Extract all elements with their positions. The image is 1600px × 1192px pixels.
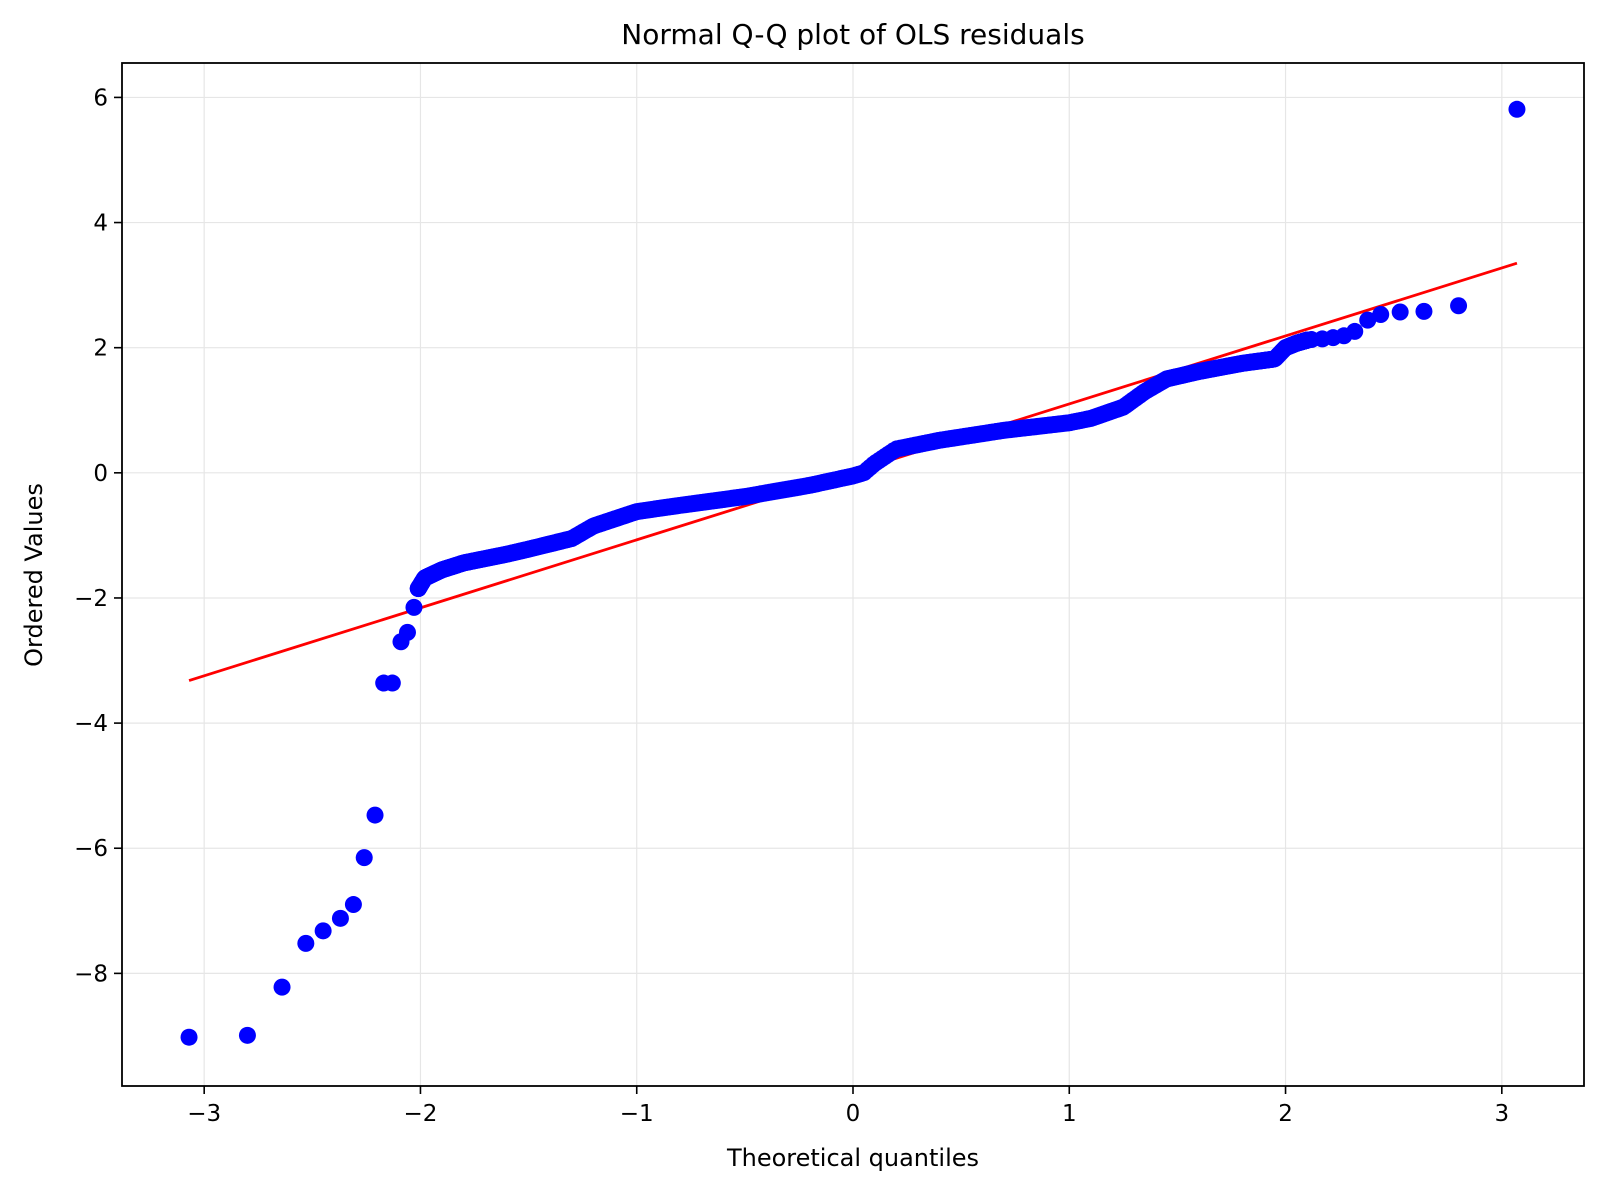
data-points bbox=[180, 100, 1526, 1046]
data-point bbox=[273, 978, 291, 996]
y-tick-label: −6 bbox=[74, 836, 108, 862]
data-point bbox=[297, 934, 315, 952]
y-axis-ticks: −8 −6 −4 −2 0 2 4 6 bbox=[74, 85, 122, 987]
y-tick-label: −2 bbox=[74, 586, 108, 612]
chart-title: Normal Q-Q plot of OLS residuals bbox=[621, 18, 1084, 51]
x-tick-label: 1 bbox=[1062, 1101, 1077, 1127]
data-point bbox=[1450, 297, 1468, 315]
data-point bbox=[344, 896, 362, 914]
x-axis-label: Theoretical quantiles bbox=[726, 1144, 979, 1172]
data-point bbox=[1508, 100, 1526, 118]
data-point bbox=[1359, 311, 1377, 329]
data-point bbox=[1415, 302, 1433, 320]
x-tick-label: −3 bbox=[187, 1101, 221, 1127]
x-tick-label: 0 bbox=[846, 1101, 861, 1127]
x-tick-label: 3 bbox=[1494, 1101, 1509, 1127]
data-point bbox=[355, 849, 373, 867]
x-tick-label: −1 bbox=[620, 1101, 654, 1127]
y-tick-label: −4 bbox=[74, 711, 108, 737]
y-tick-label: 2 bbox=[93, 336, 108, 362]
data-point bbox=[1391, 303, 1409, 321]
data-point bbox=[366, 806, 384, 824]
data-point bbox=[180, 1028, 198, 1046]
y-tick-label: 4 bbox=[93, 211, 108, 237]
y-tick-label: 6 bbox=[93, 85, 108, 111]
data-point bbox=[314, 922, 332, 940]
x-tick-label: 2 bbox=[1278, 1101, 1293, 1127]
data-point bbox=[331, 909, 349, 927]
data-point bbox=[405, 598, 423, 616]
y-axis-label: Ordered Values bbox=[20, 483, 48, 667]
grid-lines bbox=[122, 63, 1584, 1086]
data-point bbox=[1372, 306, 1390, 324]
data-point bbox=[383, 674, 401, 692]
y-tick-label: −8 bbox=[74, 961, 108, 987]
data-point bbox=[238, 1026, 256, 1044]
x-tick-label: −2 bbox=[404, 1101, 438, 1127]
data-point bbox=[1346, 322, 1364, 340]
y-tick-label: 0 bbox=[93, 461, 108, 487]
data-point bbox=[398, 623, 416, 641]
x-axis-ticks: −3 −2 −1 0 1 2 3 bbox=[187, 1086, 1509, 1127]
